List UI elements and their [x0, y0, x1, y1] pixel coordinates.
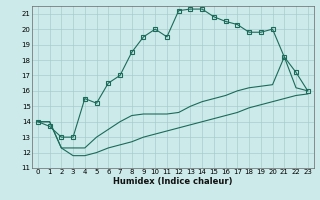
- X-axis label: Humidex (Indice chaleur): Humidex (Indice chaleur): [113, 177, 233, 186]
